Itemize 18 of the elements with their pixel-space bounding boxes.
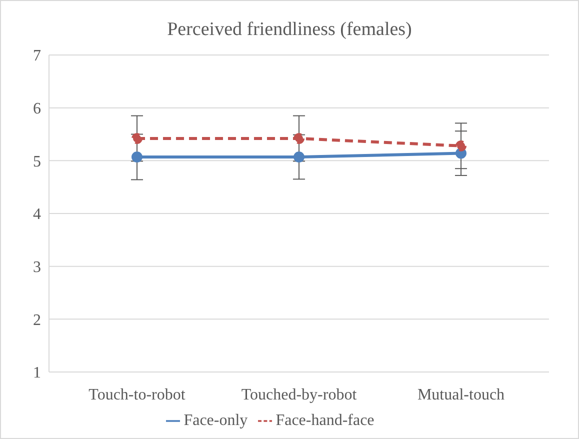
point bbox=[132, 151, 142, 162]
y-tick-label: 6 bbox=[33, 100, 41, 118]
y-tick-label: 2 bbox=[33, 312, 41, 329]
legend-label: Face-hand-face bbox=[276, 412, 374, 429]
x-tick-label: Touched-by-robot bbox=[241, 386, 358, 404]
y-tick-label: 1 bbox=[33, 364, 41, 382]
x-tick-label: Mutual-touch bbox=[417, 386, 505, 404]
y-tick-label: 4 bbox=[33, 206, 41, 224]
x-tick-label: Touch-to-robot bbox=[88, 386, 186, 404]
y-tick-label: 7 bbox=[33, 48, 41, 65]
y-tick-label: 3 bbox=[33, 259, 41, 276]
point bbox=[294, 132, 304, 144]
point bbox=[456, 140, 466, 152]
y-tick-label: 5 bbox=[33, 153, 41, 170]
legend-label: Face-only bbox=[184, 412, 248, 429]
chart-title: Perceived friendliness (females) bbox=[166, 19, 413, 42]
point bbox=[132, 132, 142, 144]
point bbox=[294, 151, 304, 162]
